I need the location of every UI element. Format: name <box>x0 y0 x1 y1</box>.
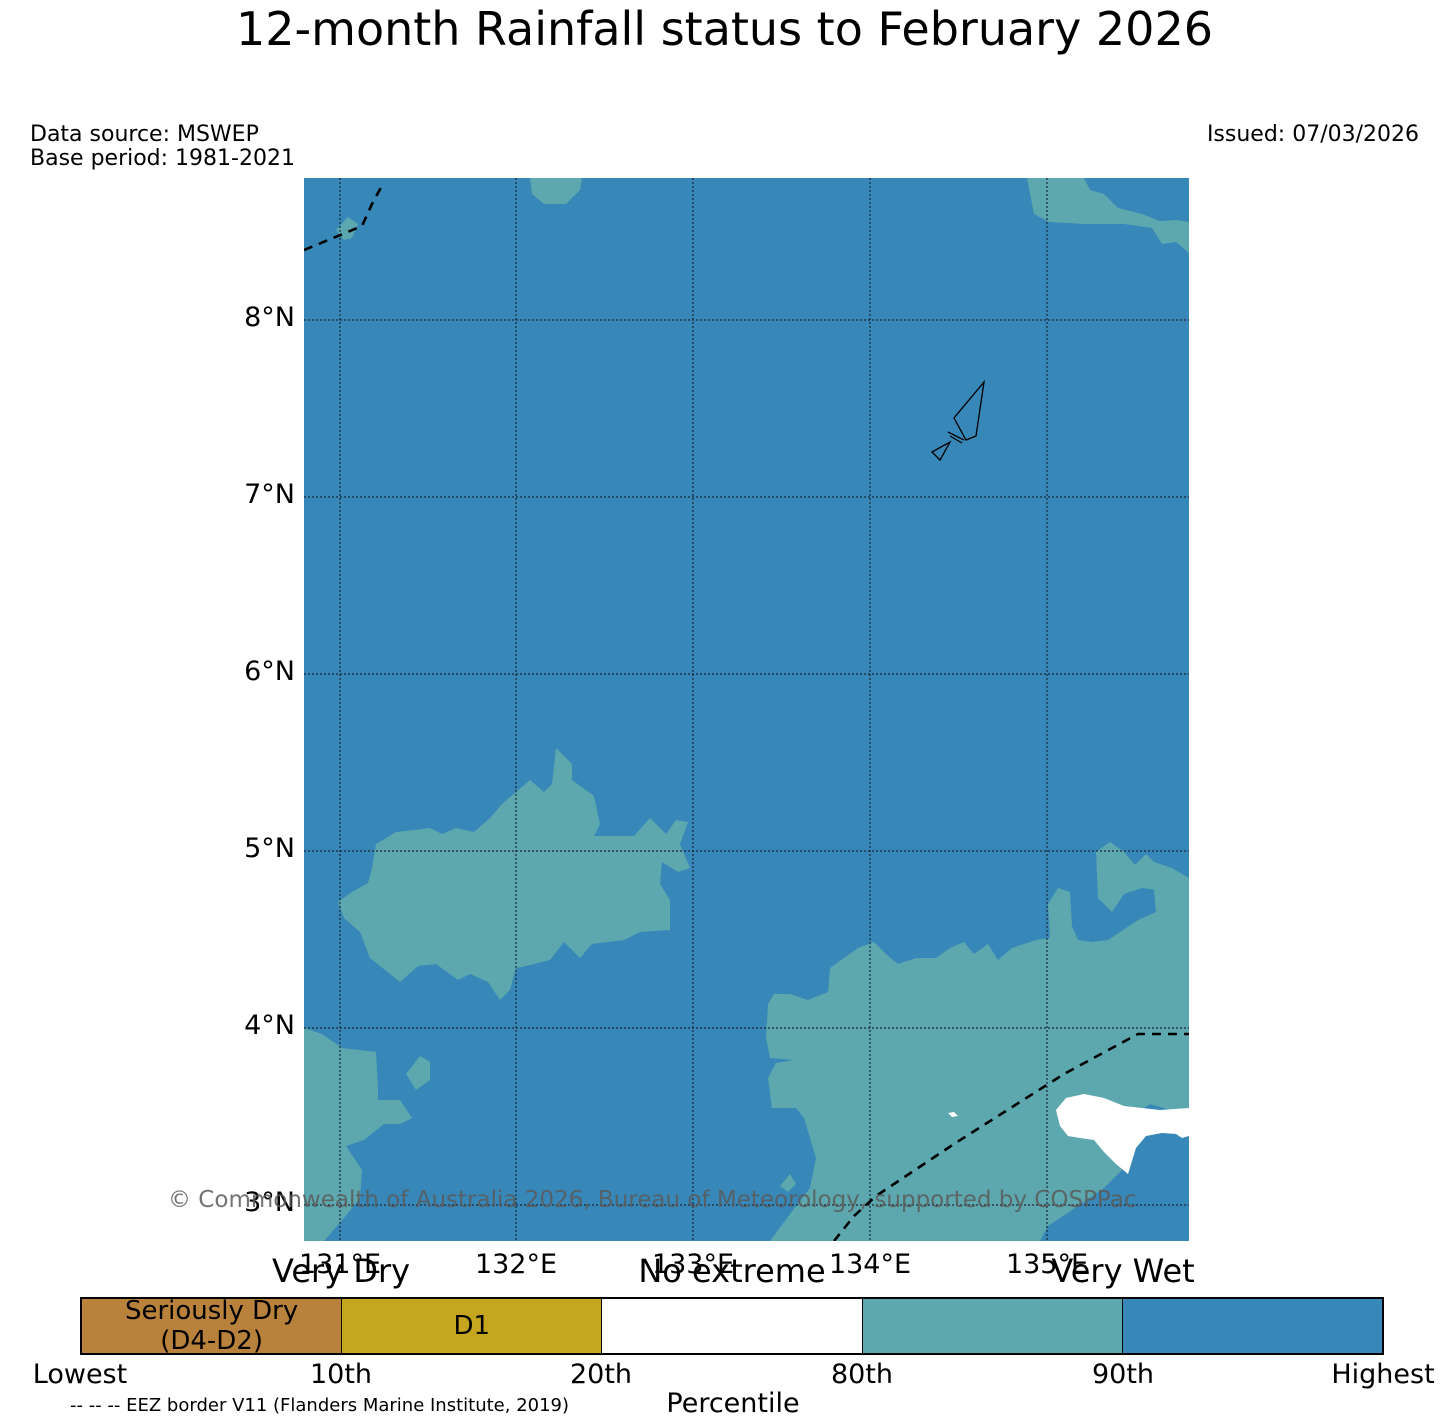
percentile-90th: 90th <box>1091 1359 1155 1390</box>
wet-80-90-regions <box>304 178 1189 1241</box>
legend-segment-80-90 <box>862 1299 1123 1353</box>
legend-very-wet-label: Very Wet <box>1051 1252 1195 1290</box>
lat-label-7n: 7°N <box>244 479 295 510</box>
percentile-10th: 10th <box>309 1359 373 1390</box>
lon-label-134e: 134°E <box>828 1249 912 1280</box>
percentile-axis-title: Percentile <box>666 1388 800 1419</box>
no-extreme-regions <box>948 1094 1189 1174</box>
legend-colorbar: Seriously Dry (D4-D2) D1 <box>80 1296 1384 1356</box>
legend-seriously-dry-label: Seriously Dry (D4-D2) <box>124 1296 299 1356</box>
lon-label-132e: 132°E <box>474 1249 558 1280</box>
lat-label-6n: 6°N <box>244 656 295 687</box>
lat-label-4n: 4°N <box>244 1010 295 1041</box>
lat-label-8n: 8°N <box>244 302 295 333</box>
data-source-label: Data source: MSWEP <box>30 122 259 147</box>
copyright-notice: © Commonwealth of Australia 2026, Bureau… <box>168 1187 1137 1213</box>
lat-label-5n: 5°N <box>244 833 295 864</box>
legend-very-dry-label: Very Dry <box>271 1252 411 1290</box>
issued-date: Issued: 07/03/2026 <box>1206 122 1419 147</box>
percentile-lowest: Lowest <box>32 1359 128 1390</box>
lon-label-133e: 133°E <box>651 1249 735 1280</box>
legend-segment-90-highest <box>1122 1299 1383 1353</box>
percentile-20th: 20th <box>569 1359 633 1390</box>
eez-border <box>304 181 1189 1241</box>
graticule <box>304 178 1189 1241</box>
legend-segment-seriously-dry: Seriously Dry (D4-D2) <box>82 1296 343 1356</box>
percentile-highest: Highest <box>1331 1359 1435 1390</box>
lon-label-135e: 135°E <box>1005 1249 1089 1280</box>
lon-label-131e: 131°E <box>298 1249 382 1280</box>
chart-title: 12-month Rainfall status to February 202… <box>236 2 1213 56</box>
eez-note: -- -- -- EEZ border V11 (Flanders Marine… <box>70 1395 570 1416</box>
legend-d1-label: D1 <box>453 1311 491 1341</box>
legend-no-extreme-label: No extreme <box>638 1252 826 1290</box>
base-period-label: Base period: 1981-2021 <box>30 146 295 171</box>
legend-segment-d1: D1 <box>342 1299 603 1353</box>
rainfall-map <box>304 178 1189 1241</box>
island-outline <box>930 379 985 462</box>
lat-label-3n: 3°N <box>244 1187 295 1218</box>
percentile-80th: 80th <box>830 1359 894 1390</box>
legend-segment-no-extreme <box>602 1299 863 1353</box>
